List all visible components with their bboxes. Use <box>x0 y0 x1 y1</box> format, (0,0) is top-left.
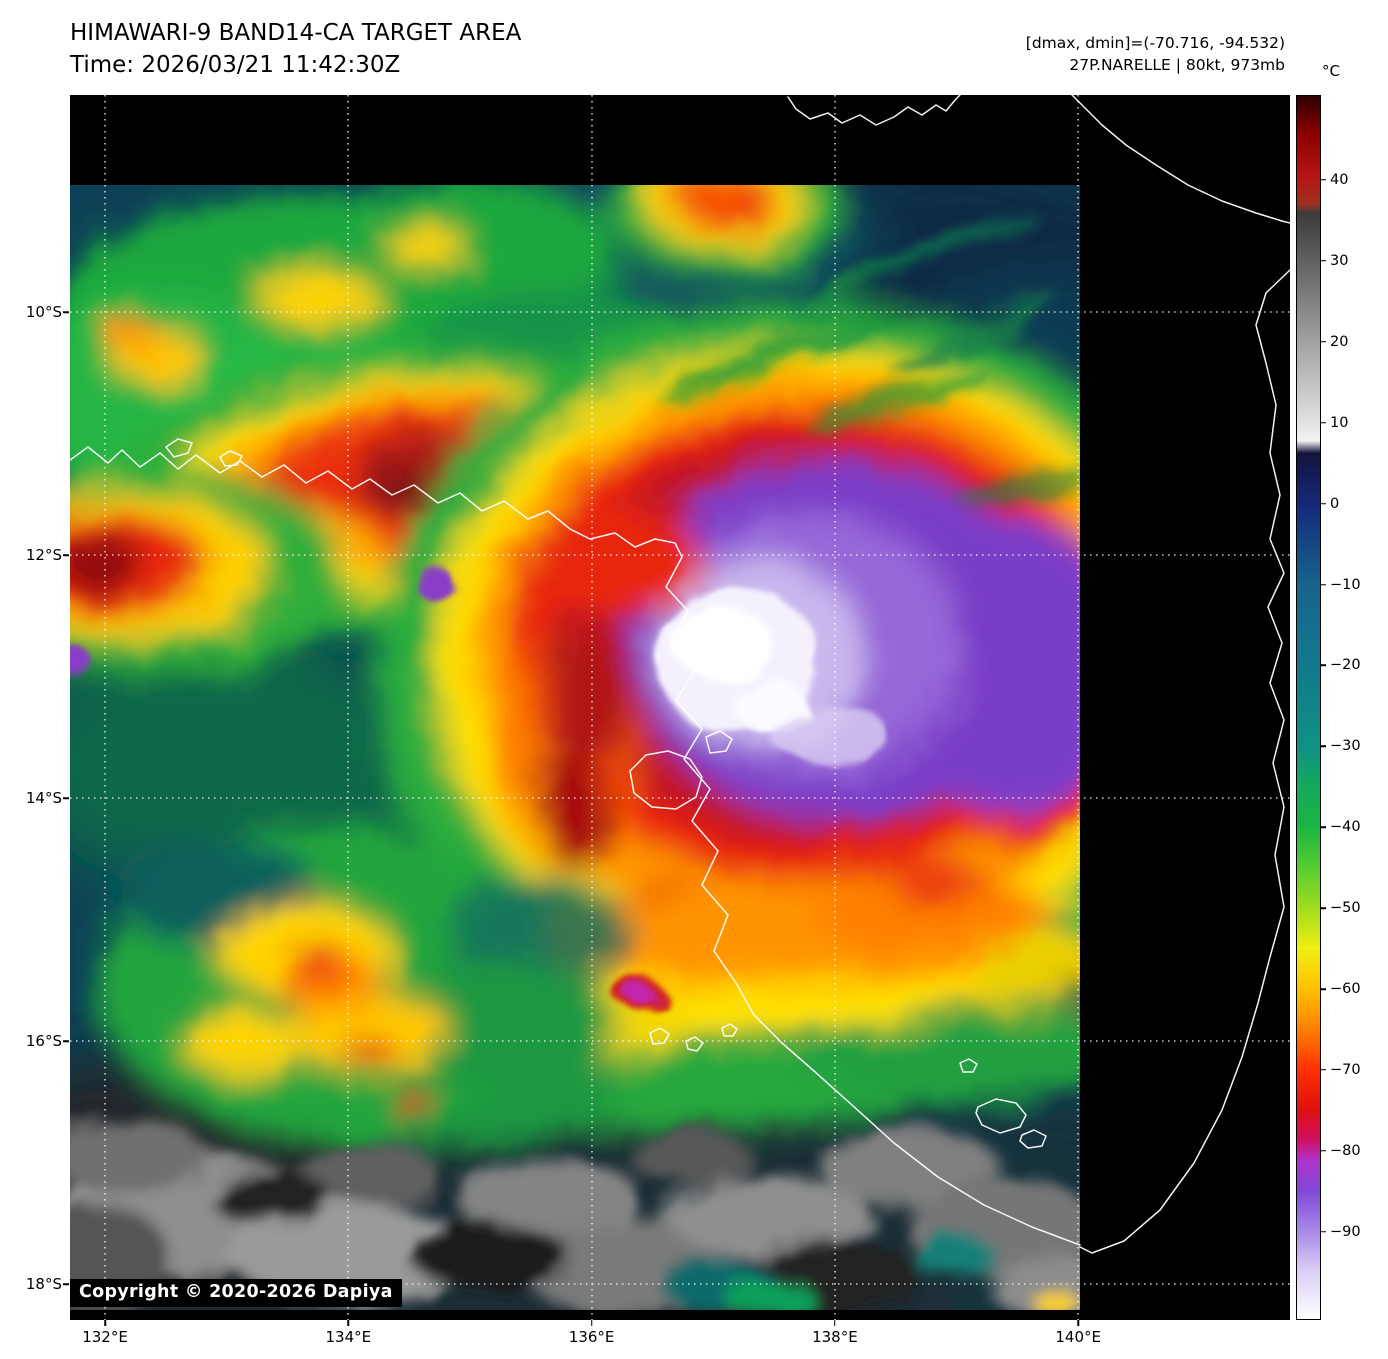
colorbar-tick-mark <box>1321 988 1326 990</box>
colorbar-tick-label: −90 <box>1330 1223 1361 1240</box>
colorbar-tick-label: −10 <box>1330 576 1361 593</box>
island-groote-eylandt <box>629 750 703 810</box>
x-axis-tick-mark <box>347 1320 350 1326</box>
colorbar-tick-label: −40 <box>1330 819 1361 836</box>
colorbar-tick-label: −30 <box>1330 738 1361 755</box>
y-axis-tick-mark <box>63 1283 69 1285</box>
island-pellew-3 <box>721 1023 738 1037</box>
x-axis-tick-mark <box>590 1320 593 1326</box>
colorbar-tick-mark <box>1321 745 1326 748</box>
x-axis-tick-label: 134°E <box>325 1328 372 1346</box>
storm-info-label: 27P.NARELLE | 80kt, 973mb <box>1069 56 1285 74</box>
x-axis-tick-label: 140°E <box>1055 1328 1101 1346</box>
time-label: Time: 2026/03/21 11:42:30Z <box>70 52 401 78</box>
island-small-1 <box>705 730 733 754</box>
colorbar-tick-label: 10 <box>1330 414 1349 431</box>
colorbar-tick-label: 30 <box>1330 252 1349 269</box>
coastline-cape-york <box>1079 269 1290 1254</box>
coastline-overlay <box>70 95 1290 1254</box>
x-axis-tick-label: 136°E <box>568 1328 615 1346</box>
colorbar <box>1296 95 1321 1320</box>
islet-nw-2 <box>219 450 243 467</box>
colorbar-tick-label: 20 <box>1330 333 1349 350</box>
colorbar-tick-mark <box>1321 260 1326 262</box>
y-axis-tick-mark <box>63 311 69 313</box>
y-axis-tick-mark <box>63 1040 69 1042</box>
colorbar-tick-label: 0 <box>1330 495 1340 512</box>
x-axis-tick-mark <box>834 1320 836 1326</box>
page-title: HIMAWARI-9 BAND14-CA TARGET AREA <box>70 20 522 46</box>
colorbar-tick-label: −20 <box>1330 657 1361 674</box>
colorbar-tick-mark <box>1321 826 1326 828</box>
colorbar-tick-mark <box>1321 341 1326 343</box>
colorbar-tick-label: −80 <box>1330 1142 1361 1159</box>
colorbar-tick-label: 40 <box>1330 171 1349 188</box>
colorbar-tick-label: −70 <box>1330 1061 1361 1078</box>
colorbar-unit-label: °C <box>1322 62 1340 80</box>
coastline-papua-east <box>1071 95 1290 224</box>
island-pellew-2 <box>685 1036 704 1052</box>
colorbar-tick-mark <box>1321 907 1326 909</box>
grid-overlay <box>70 95 1290 1320</box>
y-axis-tick-label: 18°S <box>25 1275 62 1294</box>
islet-nw-1 <box>165 438 193 458</box>
colorbar-tick-mark <box>1321 179 1326 181</box>
y-axis-tick-mark <box>63 797 69 799</box>
x-axis-tick-mark <box>1077 1320 1079 1326</box>
cloud-imagery <box>70 185 1080 1310</box>
colorbar-tick-label: −60 <box>1330 981 1361 998</box>
coastline-australia-north-gulf <box>70 446 1081 1246</box>
colorbar-tick-mark <box>1321 421 1326 424</box>
colorbar-tick-label: −50 <box>1330 900 1361 917</box>
coastline-papua-west <box>787 95 961 126</box>
x-axis-tick-label: 132°E <box>82 1328 128 1346</box>
colorbar-tick-mark <box>1321 1150 1326 1152</box>
y-axis-tick-label: 14°S <box>25 789 62 808</box>
colorbar-tick-mark <box>1321 664 1326 667</box>
island-pellew-1 <box>649 1027 670 1045</box>
colorbar-tick-mark <box>1321 502 1326 505</box>
dmax-dmin-label: [dmax, dmin]=(-70.716, -94.532) <box>1025 34 1285 52</box>
y-axis-tick-label: 10°S <box>25 303 62 322</box>
x-axis-tick-mark <box>104 1320 106 1326</box>
x-axis-tick-label: 138°E <box>812 1328 858 1346</box>
island-wellesley-2 <box>1019 1129 1047 1149</box>
island-wellesley-1 <box>975 1098 1027 1134</box>
island-wellesley-3 <box>959 1058 978 1073</box>
colorbar-tick-mark <box>1321 1069 1326 1071</box>
y-axis-tick-label: 12°S <box>25 546 62 565</box>
y-axis-tick-mark <box>63 554 69 556</box>
y-axis-tick-label: 16°S <box>25 1032 62 1051</box>
colorbar-tick-mark <box>1321 1231 1326 1233</box>
satellite-image <box>70 95 1290 1320</box>
copyright-badge: Copyright © 2020-2026 Dapiya <box>70 1279 402 1307</box>
colorbar-tick-mark <box>1321 583 1326 586</box>
